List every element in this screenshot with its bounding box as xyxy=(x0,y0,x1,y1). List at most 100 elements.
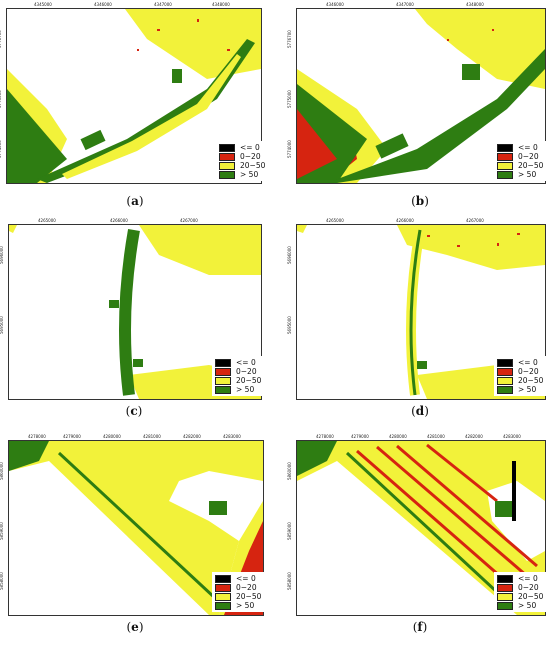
legend-row: <= 0 xyxy=(219,143,265,152)
map-frame-e xyxy=(8,440,264,616)
panel-caption: (c) xyxy=(125,404,143,418)
y-tick-label: 5695000 xyxy=(0,316,4,334)
x-tick-label: 4267000 xyxy=(466,218,484,223)
yellow-area xyxy=(415,9,545,89)
red-stripes xyxy=(356,443,538,593)
y-tick-label: 5696000 xyxy=(0,246,4,264)
legend-row: <= 0 xyxy=(497,143,543,152)
map-b xyxy=(297,9,545,183)
legend-row: > 50 xyxy=(215,385,261,394)
legend-row: <= 0 xyxy=(497,358,543,367)
yellow-area xyxy=(297,225,307,233)
x-tick-label: 4283000 xyxy=(503,434,521,439)
legend-d: <= 0 0−20 20−50 > 50 xyxy=(494,356,547,396)
green-block xyxy=(209,501,227,515)
yellow-area xyxy=(139,225,261,275)
legend-f: <= 0 0−20 20−50 > 50 xyxy=(494,572,547,612)
x-tick-label: 4278000 xyxy=(316,434,334,439)
legend-row: <= 0 xyxy=(497,574,543,583)
y-tick-label: 5860000 xyxy=(0,462,4,480)
y-tick-label: 5774000 xyxy=(287,140,292,158)
legend-row: > 50 xyxy=(497,385,543,394)
x-tick-label: 4281000 xyxy=(427,434,445,439)
panel-b: <= 0 0−20 20−50 > 50 4346000 4347000 434… xyxy=(287,2,550,218)
green-channel xyxy=(119,228,140,396)
yellow-strip xyxy=(62,54,241,179)
panel-a: <= 0 0−20 20−50 > 50 4345000 4346000 434… xyxy=(0,2,269,218)
x-tick-label: 4348000 xyxy=(466,2,484,7)
y-tick-label: 5858000 xyxy=(287,572,292,590)
green-area xyxy=(9,441,49,471)
legend-row: 20−50 xyxy=(215,376,261,385)
x-tick-label: 4347000 xyxy=(154,2,172,7)
green-area xyxy=(297,441,337,476)
x-tick-label: 4346000 xyxy=(326,2,344,7)
y-tick-label: 5859000 xyxy=(0,522,4,540)
panel-e: <= 0 0−20 20−50 > 50 4278000 4279000 428… xyxy=(0,434,266,646)
x-tick-label: 4266000 xyxy=(396,218,414,223)
yellow-area xyxy=(297,441,545,615)
legend-row: 0−20 xyxy=(497,583,543,592)
panel-f: <= 0 0−20 20−50 > 50 4278000 4279000 428… xyxy=(287,434,550,646)
x-tick-label: 4280000 xyxy=(389,434,407,439)
y-tick-label: 5696000 xyxy=(287,246,292,264)
panel-caption: (e) xyxy=(126,620,144,634)
red-speckle xyxy=(427,233,520,247)
panel-caption: (d) xyxy=(411,404,429,418)
legend-row: <= 0 xyxy=(215,574,261,583)
green-area xyxy=(297,84,367,183)
map-f xyxy=(297,441,545,615)
legend-row: 0−20 xyxy=(497,367,543,376)
panel-caption: (a) xyxy=(126,194,144,208)
x-tick-label: 4265000 xyxy=(38,218,56,223)
y-tick-label: 5776700 xyxy=(287,30,292,48)
y-tick-label: 5775000 xyxy=(0,90,2,108)
red-speckle xyxy=(137,19,230,51)
x-tick-label: 4282000 xyxy=(465,434,483,439)
legend-row: 20−50 xyxy=(497,161,543,170)
green-channel xyxy=(57,451,231,613)
y-tick-label: 5776700 xyxy=(0,30,2,48)
legend-row: 0−20 xyxy=(215,583,261,592)
x-tick-label: 4347000 xyxy=(396,2,414,7)
legend-row: 0−20 xyxy=(215,367,261,376)
green-block xyxy=(172,69,182,83)
green-channel xyxy=(327,49,545,183)
green-block xyxy=(417,361,427,369)
panel-c: <= 0 0−20 20−50 > 50 4265000 4266000 426… xyxy=(0,218,266,430)
x-tick-label: 4345000 xyxy=(34,2,52,7)
yellow-area xyxy=(125,9,261,79)
legend-b: <= 0 0−20 20−50 > 50 xyxy=(494,141,547,181)
legend-row: <= 0 xyxy=(215,358,261,367)
legend-e: <= 0 0−20 20−50 > 50 xyxy=(212,572,265,612)
legend-c: <= 0 0−20 20−50 > 50 xyxy=(212,356,265,396)
legend-row: 0−20 xyxy=(219,152,265,161)
x-tick-label: 4278000 xyxy=(28,434,46,439)
map-frame-a xyxy=(6,8,262,184)
x-tick-label: 4280000 xyxy=(103,434,121,439)
x-tick-label: 4279000 xyxy=(63,434,81,439)
x-tick-label: 4281000 xyxy=(143,434,161,439)
legend-row: > 50 xyxy=(497,170,543,179)
green-channel-edge xyxy=(409,229,422,396)
legend-row: 20−50 xyxy=(219,161,265,170)
map-frame-b xyxy=(296,8,546,184)
green-block xyxy=(462,64,480,80)
panel-caption: (f) xyxy=(412,620,428,634)
red-speckle xyxy=(447,29,494,41)
map-a xyxy=(7,9,261,183)
yellow-area xyxy=(397,225,545,270)
y-tick-label: 5860000 xyxy=(287,462,292,480)
legend-row: 20−50 xyxy=(497,376,543,385)
x-tick-label: 4346000 xyxy=(94,2,112,7)
legend-row: 0−20 xyxy=(497,152,543,161)
legend-a: <= 0 0−20 20−50 > 50 xyxy=(216,141,269,181)
legend-row: 20−50 xyxy=(497,592,543,601)
black-area xyxy=(512,461,516,521)
y-tick-label: 5775000 xyxy=(287,90,292,108)
green-channel xyxy=(345,451,514,608)
legend-row: > 50 xyxy=(497,601,543,610)
x-tick-label: 4348000 xyxy=(212,2,230,7)
green-block xyxy=(375,133,409,159)
green-block xyxy=(133,359,143,367)
